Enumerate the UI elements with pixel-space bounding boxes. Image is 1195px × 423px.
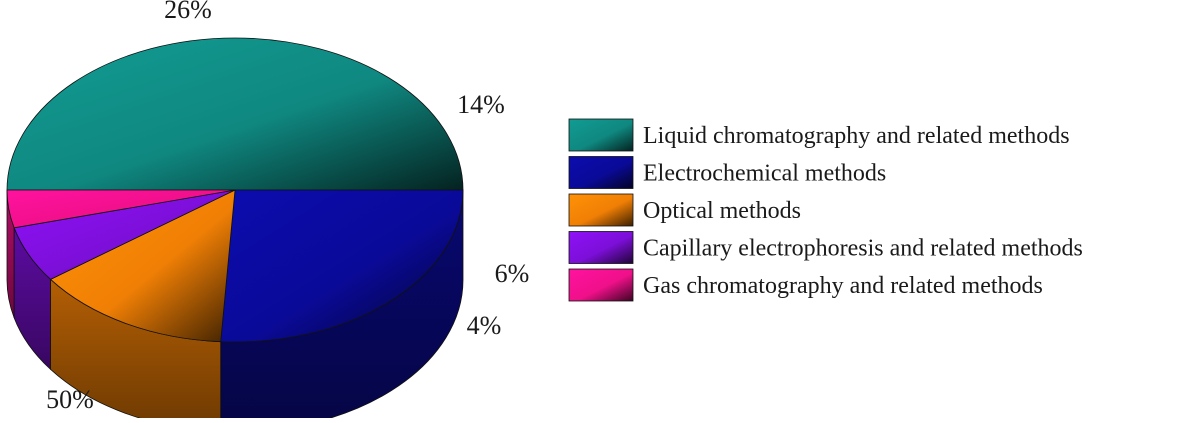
- slice-label-capillary-electrophoresis-and-related-methods: 6%: [495, 259, 530, 288]
- legend-swatch: [568, 156, 634, 189]
- slice-label-liquid-chromatography-and-related-methods: 50%: [46, 385, 94, 414]
- legend-swatch: [568, 268, 634, 302]
- legend-item-optical-methods: Optical methods: [568, 193, 801, 227]
- pie-3d: [6, 37, 464, 423]
- legend-label: Gas chromatography and related methods: [643, 273, 1043, 299]
- legend-item-capillary-electrophoresis-and-related-methods: Capillary electrophoresis and related me…: [568, 231, 1083, 264]
- pie-slice-electrochemical-methods: [220, 189, 464, 343]
- legend-item-electrochemical-methods: Electrochemical methods: [568, 156, 886, 189]
- legend-item-gas-chromatography-and-related-methods: Gas chromatography and related methods: [568, 268, 1043, 302]
- percentage-labels: 50% 26% 14% 6% 4%: [46, 0, 529, 414]
- legend-swatch: [568, 193, 634, 227]
- slice-label-optical-methods: 14%: [457, 90, 505, 119]
- legend-label: Liquid chromatography and related method…: [643, 123, 1070, 149]
- legend-swatch: [568, 231, 634, 264]
- legend-swatch: [568, 118, 634, 152]
- legend-item-liquid-chromatography-and-related-methods: Liquid chromatography and related method…: [568, 118, 1070, 152]
- legend-label: Optical methods: [643, 198, 801, 224]
- slice-label-electrochemical-methods: 26%: [164, 0, 212, 24]
- legend-label: Capillary electrophoresis and related me…: [643, 236, 1083, 262]
- pie-slice-gas-chromatography-and-related-methods: [6, 189, 236, 229]
- legend: Liquid chromatography and related method…: [568, 118, 1083, 302]
- pie-slice-optical-methods: [49, 189, 236, 343]
- slice-label-gas-chromatography-and-related-methods: 4%: [467, 311, 502, 340]
- legend-label: Electrochemical methods: [643, 161, 886, 187]
- pie-slice-liquid-chromatography-and-related-methods: [6, 37, 464, 191]
